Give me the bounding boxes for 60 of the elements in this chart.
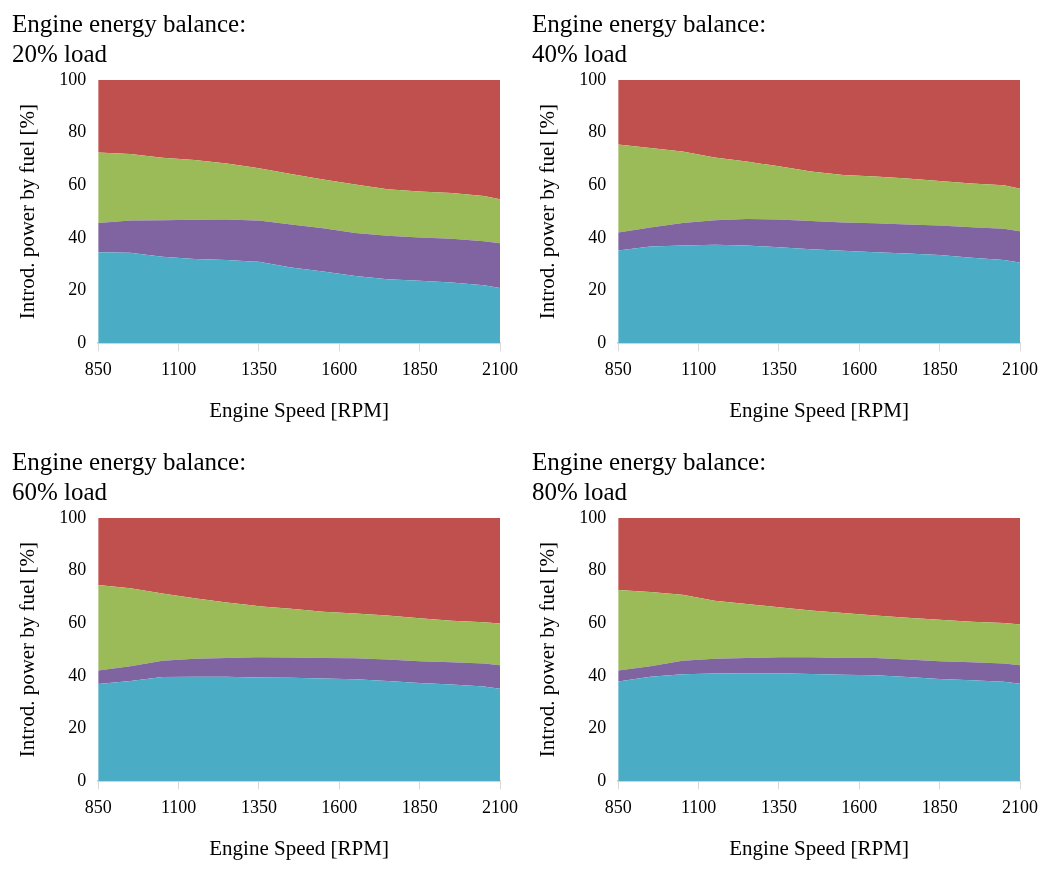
x-tick-label: 1100 [680,796,717,817]
x-tick-label: 1350 [760,358,797,379]
y-axis-title: Introd. power by fuel [%] [15,542,40,758]
chart-title: Engine energy balance: 40% load [532,9,767,67]
x-axis-title: Engine Speed [RPM] [209,835,389,860]
y-tick-label: 80 [68,559,87,580]
x-tick-label: 2100 [482,796,518,817]
x-tick-label: 850 [84,796,112,817]
y-tick-label: 80 [68,121,87,142]
y-tick-label: 20 [588,279,607,300]
x-axis-title: Engine Speed [RPM] [209,397,389,422]
x-tick-label: 1100 [680,358,717,379]
x-tick-label: 2100 [1002,796,1038,817]
y-tick-label: 20 [68,279,87,300]
y-tick-label: 80 [588,121,607,142]
y-tick-label: 20 [68,717,87,738]
y-tick-label: 0 [77,331,87,352]
x-tick-label: 1350 [760,796,797,817]
y-tick-label: 40 [588,226,607,247]
x-tick-label: 1600 [841,796,878,817]
y-tick-label: 20 [588,717,607,738]
y-tick-label: 60 [588,174,607,195]
y-tick-label: 40 [588,664,607,685]
chart-title: Engine energy balance: 60% load [12,447,247,505]
x-axis-title: Engine Speed [RPM] [729,397,909,422]
y-tick-label: 100 [59,68,87,89]
y-tick-label: 0 [77,769,87,790]
y-tick-label: 0 [597,769,607,790]
x-tick-label: 1600 [321,358,358,379]
chart-title: Engine energy balance: 20% load [12,9,247,67]
y-tick-label: 40 [68,226,87,247]
x-tick-label: 1350 [240,796,277,817]
y-tick-label: 0 [597,331,607,352]
y-tick-label: 100 [579,506,607,527]
y-axis-title: Introd. power by fuel [%] [535,104,560,320]
y-axis-title: Introd. power by fuel [%] [15,104,40,320]
x-tick-label: 1100 [160,796,197,817]
chart-title: Engine energy balance: 80% load [532,447,767,505]
y-tick-label: 100 [579,68,607,89]
y-axis-title: Introd. power by fuel [%] [535,542,560,758]
x-tick-label: 850 [604,796,632,817]
x-axis-title: Engine Speed [RPM] [729,835,909,860]
x-tick-label: 1100 [160,358,197,379]
x-tick-label: 1600 [321,796,358,817]
y-tick-label: 60 [588,612,607,633]
x-tick-label: 1350 [240,358,277,379]
x-tick-label: 1850 [401,358,438,379]
y-tick-label: 100 [59,506,87,527]
x-tick-label: 1600 [841,358,878,379]
x-tick-label: 2100 [482,358,518,379]
y-tick-label: 60 [68,612,87,633]
x-tick-label: 2100 [1002,358,1038,379]
x-tick-label: 850 [84,358,112,379]
x-tick-label: 850 [604,358,632,379]
y-tick-label: 40 [68,664,87,685]
x-tick-label: 1850 [921,358,958,379]
x-tick-label: 1850 [401,796,438,817]
x-tick-label: 1850 [921,796,958,817]
y-tick-label: 80 [588,559,607,580]
y-tick-label: 60 [68,174,87,195]
